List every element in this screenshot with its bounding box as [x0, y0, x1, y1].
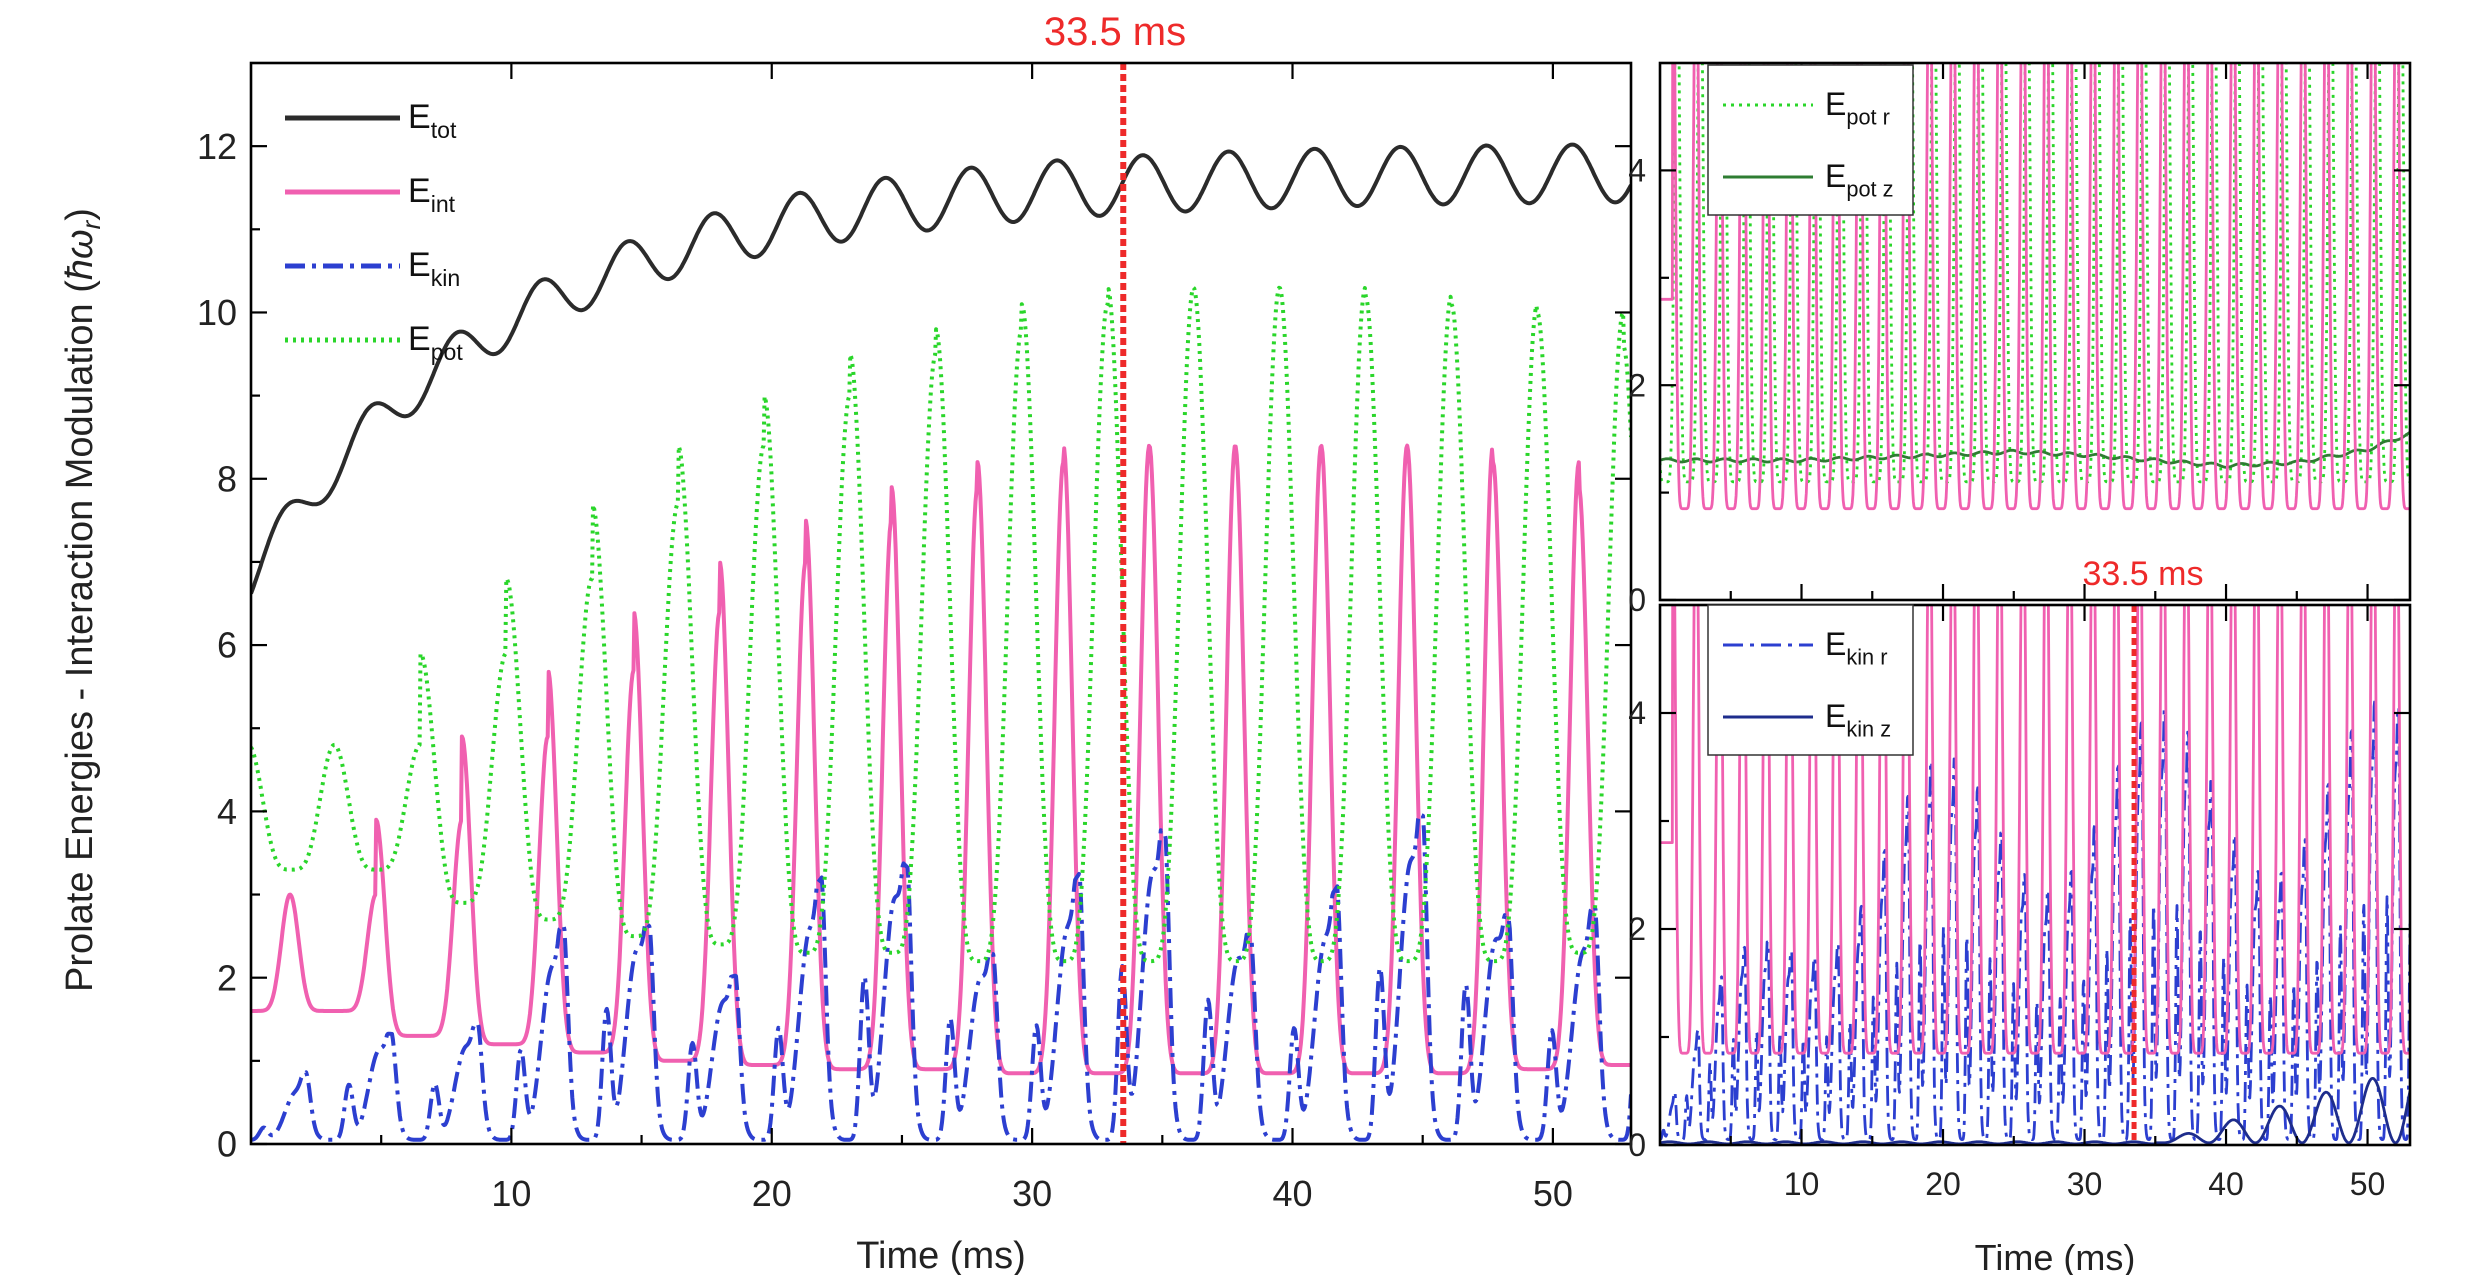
bottom-right-plot-frame [1658, 603, 2412, 1147]
main-y-axis-label: Prolate Energies - Interaction Modulatio… [59, 208, 106, 992]
bottom-right-marker-label: 33.5 ms [2083, 555, 2204, 593]
x-tick-label: 30 [2067, 1166, 2103, 1202]
main-x-axis-label: Time (ms) [856, 1235, 1026, 1275]
legend-frame [1707, 604, 1914, 756]
y-tick-label: 0 [1628, 582, 1646, 618]
x-tick-label: 20 [1925, 1166, 1961, 1202]
main-plot-frame [249, 61, 1633, 1146]
x-tick-label: 20 [752, 1173, 792, 1214]
series-line-pot [251, 285, 1631, 964]
series-line-int [1660, 63, 2410, 511]
x-tick-label: 10 [1784, 1166, 1820, 1202]
x-tick-label: 40 [2208, 1166, 2244, 1202]
series-line-kin [251, 812, 1631, 1142]
x-tick-label: 30 [1012, 1173, 1052, 1214]
legend-frame [1707, 64, 1914, 216]
y-tick-label: 4 [1628, 153, 1646, 189]
y-tick-label: 4 [217, 791, 237, 832]
top-right-plot-frame [1658, 61, 2412, 602]
legend-entry: Etot [408, 98, 457, 143]
y-tick-label: 4 [1628, 695, 1646, 731]
y-tick-label: 10 [197, 292, 237, 333]
x-tick-label: 40 [1272, 1173, 1312, 1214]
main-marker-label: 33.5 ms [1044, 10, 1186, 54]
y-tick-label: 2 [1628, 911, 1646, 947]
legend-entry: Epot [408, 320, 463, 365]
series-line-int [251, 443, 1631, 1076]
legend-entry: Epot z [1825, 158, 1894, 202]
top-right-legend: Epot r Epot z [1707, 64, 1914, 216]
series-line-int [1660, 605, 2410, 1055]
bottom-right-chart-panel: 0 2 4 10 20 30 40 50 Ekin r Ekin z Time (ms) 33.… [1628, 555, 2412, 1275]
y-tick-label: 2 [1628, 367, 1646, 403]
bottom-right-legend: Ekin r Ekin z [1707, 604, 1914, 756]
y-tick-label: 0 [1628, 1127, 1646, 1163]
y-tick-label: 0 [217, 1124, 237, 1165]
y-tick-label: 2 [217, 957, 237, 998]
y-tick-label: 6 [217, 625, 237, 666]
series-line-kin-r [1660, 700, 2410, 1141]
series-line-pot-r [1660, 63, 2410, 484]
y-tick-label: 8 [217, 458, 237, 499]
main-legend: Etot Eint Ekin Epot [285, 98, 463, 365]
main-chart-panel: 0 2 4 6 8 10 12 10 20 30 40 50 Etot Eint Ekin Epot Tim… [59, 10, 1633, 1275]
series-line-tot [251, 142, 1631, 595]
x-tick-label: 50 [2350, 1166, 2386, 1202]
legend-entry: Eint [408, 172, 456, 217]
y-tick-label: 12 [197, 126, 237, 167]
x-tick-label: 50 [1533, 1173, 1573, 1214]
legend-entry: Ekin [408, 246, 460, 291]
top-right-chart-panel: 0 2 4 Epot r Epot z [1628, 61, 2412, 618]
bottom-right-x-axis-label: Time (ms) [1975, 1237, 2136, 1275]
legend-entry: Ekin r [1825, 626, 1887, 670]
x-tick-label: 10 [491, 1173, 531, 1214]
legend-entry: Ekin z [1825, 698, 1891, 742]
legend-entry: Epot r [1825, 86, 1890, 130]
